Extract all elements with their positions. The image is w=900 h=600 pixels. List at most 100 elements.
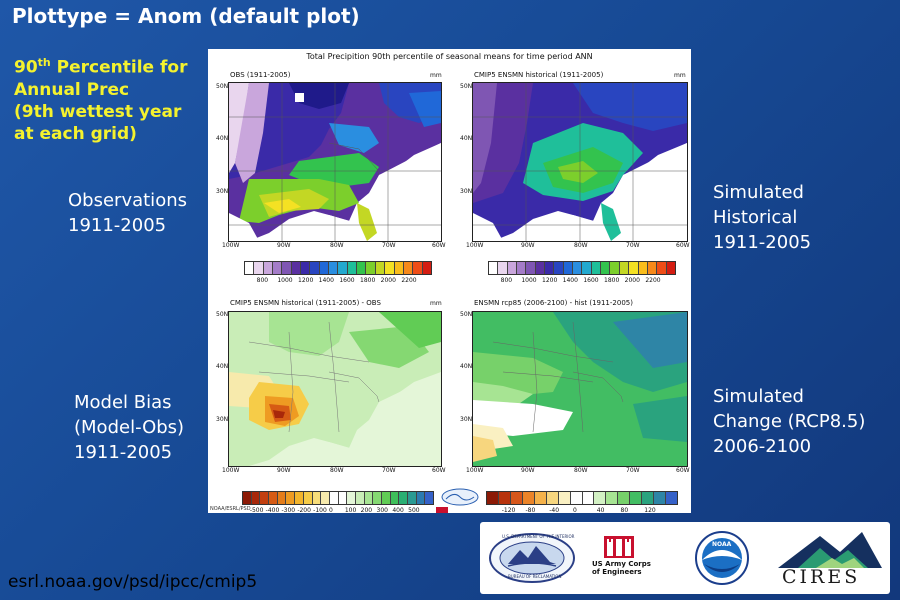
tick-lat-30n-p3: 30N bbox=[216, 416, 229, 423]
colorbar-swatch bbox=[582, 492, 595, 504]
tick-lat-50n-p3: 50N bbox=[216, 311, 229, 318]
colorbar-swatch bbox=[263, 262, 274, 274]
tick-lon-90w-p2: 90W bbox=[521, 242, 535, 249]
tick-lon-70w-p2: 70W bbox=[626, 242, 640, 249]
colorbar-swatch bbox=[606, 492, 619, 504]
noaa-text: NOAA bbox=[712, 541, 732, 548]
colorbar-swatch bbox=[629, 262, 639, 274]
colorbar-swatch bbox=[546, 492, 559, 504]
subtitle-sup: th bbox=[37, 56, 51, 69]
tick-lon-60w-p4: 60W bbox=[676, 467, 690, 474]
colorbar-swatch bbox=[666, 492, 677, 504]
colorbar-swatch bbox=[291, 262, 302, 274]
tick-lat-40n-p1: 40N bbox=[216, 135, 229, 142]
precip-figure: Total Precipition 90th percentile of sea… bbox=[208, 49, 691, 514]
colorbar-swatch bbox=[582, 262, 592, 274]
colorbar-swatch bbox=[638, 262, 648, 274]
colorbar-swatch bbox=[329, 492, 339, 504]
colorbar-tick-label: 800 bbox=[500, 277, 513, 284]
noaa-logo-icon bbox=[695, 531, 749, 585]
reclamation-logo-icon bbox=[489, 533, 575, 583]
colorbar-swatch bbox=[573, 262, 583, 274]
colorbar-swatch bbox=[251, 492, 261, 504]
subtitle-line1: Percentile for bbox=[50, 57, 188, 78]
colorbar-swatch bbox=[654, 492, 667, 504]
doi-text: U.S. DEPARTMENT OF THE INTERIOR bbox=[502, 534, 575, 539]
map-bias bbox=[228, 311, 442, 467]
colorbar-swatch bbox=[619, 262, 630, 274]
tick-lat-50n-p2: 50N bbox=[460, 83, 473, 90]
colorbar-swatch bbox=[373, 492, 382, 504]
colorbar-swatch bbox=[408, 492, 417, 504]
source-url[interactable]: esrl.noaa.gov/psd/ipcc/cmip5 bbox=[8, 572, 258, 592]
panel-hist-unit: mm bbox=[674, 72, 686, 79]
usace-text-line2: of Engineers bbox=[592, 568, 642, 576]
logos-strip: U.S. DEPARTMENT OF THE INTERIOR BUREAU O… bbox=[480, 522, 890, 594]
colorbar-swatch bbox=[366, 262, 376, 274]
colorbar-obs bbox=[244, 261, 432, 275]
tick-lon-100w-p1: 100W bbox=[222, 242, 240, 249]
colorbar-swatch bbox=[507, 262, 518, 274]
tick-lat-50n-p4: 50N bbox=[460, 311, 473, 318]
colorbar-tick-label: 300 bbox=[376, 507, 388, 514]
subtitle-line3: (9th wettest year bbox=[14, 101, 182, 122]
label-observations: Observations 1911-2005 bbox=[68, 188, 187, 238]
usace-text: US Army Corps of Engineers bbox=[592, 560, 651, 576]
colorbar-swatch bbox=[319, 262, 330, 274]
colorbar-swatch bbox=[563, 262, 574, 274]
colorbar-tick-label: 400 bbox=[392, 507, 404, 514]
colorbar-swatch bbox=[390, 492, 400, 504]
colorbar-swatch bbox=[394, 262, 404, 274]
usace-castle-icon bbox=[604, 536, 634, 558]
colorbar-swatch bbox=[329, 262, 339, 274]
map-obs bbox=[228, 82, 442, 242]
tick-lon-90w-p1: 90W bbox=[277, 242, 291, 249]
colorbar-swatch bbox=[382, 492, 391, 504]
colorbar-tick-label: -120 bbox=[501, 507, 516, 514]
tick-lat-40n-p3: 40N bbox=[216, 363, 229, 370]
colorbar-swatch bbox=[347, 492, 356, 504]
colorbar-swatch bbox=[347, 262, 358, 274]
panel-change-title: ENSMN rcp85 (2006-2100) - hist (1911-200… bbox=[474, 299, 633, 307]
panel-bias-unit: mm bbox=[430, 300, 442, 307]
colorbar-tick-label: 1000 bbox=[277, 277, 293, 284]
colorbar-bias bbox=[242, 491, 434, 505]
colorbar-swatch bbox=[416, 492, 426, 504]
colorbar-tick-label: -400 bbox=[265, 507, 280, 514]
tick-lon-80w-p4: 80W bbox=[574, 467, 588, 474]
tick-lon-70w-p4: 70W bbox=[626, 467, 640, 474]
map-change-graphic bbox=[473, 312, 687, 466]
colorbar-tick-label: 1600 bbox=[583, 277, 599, 284]
tick-lon-80w-p1: 80W bbox=[330, 242, 344, 249]
usace-text-line1: US Army Corps bbox=[592, 560, 651, 568]
label-model-bias: Model Bias (Model-Obs) 1911-2005 bbox=[74, 390, 184, 465]
label-simulated-historical: Simulated Historical 1911-2005 bbox=[713, 180, 811, 255]
colorbar-swatch bbox=[357, 262, 367, 274]
colorbar-swatch bbox=[413, 262, 423, 274]
subtitle-line4: at each grid) bbox=[14, 123, 137, 144]
label-hist-line1: Simulated bbox=[713, 182, 804, 203]
colorbar-swatch bbox=[260, 492, 270, 504]
colorbar-swatch bbox=[601, 262, 611, 274]
colorbar-swatch bbox=[321, 492, 330, 504]
colorbar-tick-label: -100 bbox=[313, 507, 327, 514]
colorbar-swatch bbox=[338, 262, 348, 274]
colorbar-tick-label: 80 bbox=[620, 507, 629, 514]
colorbar-swatch bbox=[303, 492, 313, 504]
colorbar-swatch bbox=[282, 262, 292, 274]
colorbar-swatch bbox=[425, 492, 434, 504]
colorbar-swatch bbox=[245, 262, 255, 274]
colorbar-swatch bbox=[498, 262, 508, 274]
colorbar-swatch bbox=[277, 492, 287, 504]
tick-lat-30n-p2: 30N bbox=[460, 188, 473, 195]
colorbar-swatch bbox=[403, 262, 414, 274]
colorbar-swatch bbox=[647, 262, 658, 274]
colorbar-tick-label: 2200 bbox=[401, 277, 417, 284]
label-change-line2: Change (RCP8.5) bbox=[713, 411, 866, 432]
tick-lat-30n-p1: 30N bbox=[216, 188, 229, 195]
colorbar-change bbox=[486, 491, 678, 505]
tick-lon-60w-p3: 60W bbox=[432, 467, 446, 474]
tick-lon-100w-p2: 100W bbox=[466, 242, 484, 249]
colorbar-swatch bbox=[364, 492, 374, 504]
colorbar-swatch bbox=[487, 492, 499, 504]
